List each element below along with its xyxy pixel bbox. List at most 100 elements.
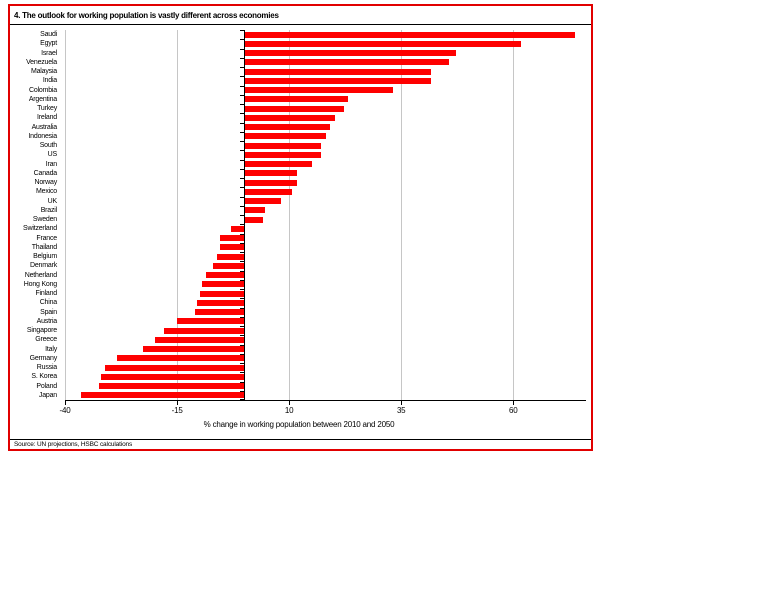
bar-uk bbox=[245, 198, 282, 205]
category-tick bbox=[240, 205, 245, 207]
category-tick bbox=[240, 122, 245, 124]
bar-turkey bbox=[245, 105, 344, 112]
category-label-mexico: Mexico bbox=[36, 188, 57, 196]
category-tick bbox=[240, 335, 245, 337]
category-label-austria: Austria bbox=[36, 317, 58, 325]
category-tick bbox=[240, 57, 245, 59]
category-label-israel: Israel bbox=[41, 49, 57, 57]
bar-austria bbox=[177, 318, 245, 325]
category-tick bbox=[240, 113, 245, 115]
gridline--40 bbox=[65, 30, 66, 400]
bar-argentina bbox=[245, 96, 349, 103]
category-tick bbox=[240, 363, 245, 364]
bar-ireland bbox=[245, 114, 335, 121]
x-tick-label-35: 35 bbox=[396, 406, 406, 415]
x-tick-10 bbox=[289, 401, 291, 405]
bar-india bbox=[245, 77, 432, 84]
category-label-venezuela: Venezuela bbox=[26, 58, 57, 66]
category-tick bbox=[240, 215, 245, 216]
category-tick bbox=[240, 316, 245, 318]
bar-russia bbox=[105, 364, 245, 371]
bar-sweden bbox=[245, 216, 264, 223]
category-tick bbox=[240, 381, 245, 383]
category-label-denmark: Denmark bbox=[30, 262, 57, 270]
category-tick bbox=[240, 326, 245, 327]
plot-area bbox=[65, 30, 585, 400]
bar-norway bbox=[245, 179, 297, 186]
category-tick bbox=[240, 30, 245, 31]
gridline-10 bbox=[289, 30, 291, 400]
category-label-germany: Germany bbox=[29, 354, 58, 362]
category-label-japan: Japan bbox=[38, 391, 57, 399]
category-label-saudi: Saudi bbox=[40, 31, 57, 38]
category-label-thailand: Thailand bbox=[31, 243, 57, 251]
category-tick bbox=[240, 307, 245, 309]
category-tick bbox=[240, 168, 245, 170]
category-label-belgium: Belgium bbox=[33, 253, 57, 260]
category-tick bbox=[240, 187, 245, 189]
category-label-south: South bbox=[39, 142, 57, 149]
x-tick-label--40: -40 bbox=[59, 406, 71, 415]
category-label-malaysia: Malaysia bbox=[30, 68, 57, 75]
category-tick bbox=[240, 289, 245, 290]
category-tick bbox=[240, 261, 245, 263]
x-tick--15 bbox=[177, 401, 179, 405]
category-tick bbox=[240, 48, 245, 50]
category-tick bbox=[240, 131, 245, 133]
category-label-indonesia: Indonesia bbox=[28, 132, 57, 140]
bar-venezuela bbox=[245, 59, 450, 66]
x-tick-label-10: 10 bbox=[284, 406, 294, 415]
category-tick bbox=[240, 178, 245, 179]
category-tick bbox=[240, 94, 245, 96]
category-label-ireland: Ireland bbox=[36, 114, 57, 122]
category-label-france: France bbox=[36, 234, 57, 242]
category-label-brazil: Brazil bbox=[40, 206, 58, 214]
category-tick bbox=[240, 252, 245, 253]
bar-south bbox=[245, 142, 322, 149]
category-label-argentina: Argentina bbox=[28, 95, 57, 103]
category-label-switzerland: Switzerland bbox=[23, 225, 57, 233]
bar-france bbox=[219, 235, 245, 242]
x-tick-60 bbox=[513, 401, 515, 405]
category-tick bbox=[240, 390, 245, 392]
bar-saudi bbox=[245, 31, 575, 38]
category-tick bbox=[240, 76, 245, 78]
category-label-iran: Iran bbox=[45, 160, 57, 168]
bar-spain bbox=[195, 309, 245, 316]
x-tick-label-60: 60 bbox=[509, 406, 518, 415]
category-tick bbox=[240, 279, 245, 281]
category-label-egypt: Egypt bbox=[40, 40, 57, 48]
category-tick bbox=[240, 224, 245, 226]
category-tick bbox=[240, 298, 245, 300]
bar-poland bbox=[98, 383, 245, 390]
category-label-turkey: Turkey bbox=[37, 105, 57, 112]
category-label-canada: Canada bbox=[33, 169, 58, 177]
category-label-us: US bbox=[47, 151, 58, 159]
category-tick bbox=[240, 85, 245, 87]
bar-indonesia bbox=[245, 133, 326, 140]
bar-greece bbox=[154, 336, 245, 343]
bar-australia bbox=[245, 124, 331, 131]
category-label-hong-kong: Hong Kong bbox=[23, 280, 57, 288]
category-label-spain: Spain bbox=[40, 308, 57, 316]
x-tick-label--15: -15 bbox=[171, 406, 183, 415]
x-tick--40 bbox=[65, 401, 66, 405]
category-label-s-korea: S. Korea bbox=[31, 373, 57, 381]
category-label-uk: UK bbox=[47, 197, 58, 205]
category-tick bbox=[240, 242, 245, 244]
bar-malaysia bbox=[245, 68, 432, 75]
category-axis-line bbox=[244, 30, 246, 400]
category-label-india: India bbox=[42, 77, 57, 85]
bar-israel bbox=[245, 50, 456, 57]
category-tick bbox=[240, 150, 245, 152]
category-tick bbox=[240, 372, 245, 374]
chart-figure: 4. The outlook for working population is… bbox=[8, 4, 593, 451]
bar-colombia bbox=[245, 87, 394, 94]
gridline--15 bbox=[177, 30, 179, 400]
category-tick bbox=[240, 233, 245, 235]
bar-us bbox=[245, 151, 322, 158]
x-tick-35 bbox=[401, 401, 403, 405]
category-label-singapore: Singapore bbox=[26, 327, 57, 334]
gridline-60 bbox=[513, 30, 515, 400]
